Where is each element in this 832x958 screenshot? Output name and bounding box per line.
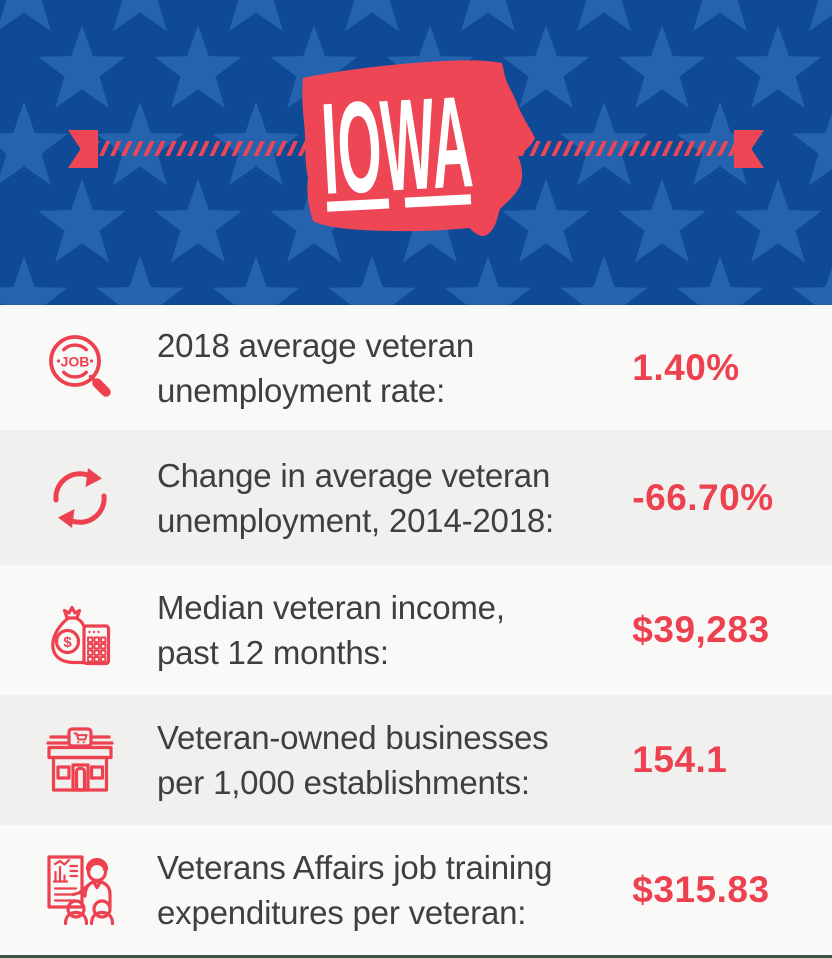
- job-training-icon: [42, 852, 118, 928]
- stats-list: JOB 2018 average veteran unemployment ra…: [0, 305, 832, 955]
- stat-row-median-income: $ Median veteran income, past 12 months:: [0, 565, 832, 695]
- job-search-icon: JOB: [42, 330, 118, 406]
- stat-label-line2: expenditures per veteran:: [157, 894, 527, 931]
- stat-row-unemployment-change: Change in average veteran unemployment, …: [0, 430, 832, 565]
- stat-row-job-training: Veterans Affairs job training expenditur…: [0, 825, 832, 955]
- storefront-icon: [42, 722, 118, 798]
- footer-strip: [0, 955, 832, 958]
- stat-label-line1: Median veteran income,: [157, 589, 505, 626]
- stat-value: $39,283: [632, 609, 770, 650]
- stat-label: Veteran-owned businesses per 1,000 estab…: [157, 715, 618, 805]
- state-name-underline-left: [326, 198, 390, 212]
- stat-row-businesses: Veteran-owned businesses per 1,000 estab…: [0, 695, 832, 825]
- iowa-state-shape-icon: IOWA: [302, 60, 535, 236]
- stat-label: Median veteran income, past 12 months:: [157, 585, 618, 675]
- stat-label-line2: unemployment, 2014-2018:: [157, 501, 554, 539]
- stat-label-line1: Veterans Affairs job training: [157, 849, 553, 886]
- stat-label-line2: unemployment rate:: [157, 371, 446, 409]
- coin-dollar-text: $: [63, 634, 72, 651]
- stat-label-line1: 2018 average veteran: [157, 326, 475, 364]
- state-name-underline-right: [404, 194, 472, 208]
- header-banner: IOWA: [0, 0, 832, 305]
- stat-value: 154.1: [632, 739, 728, 780]
- sync-arrows-icon: [42, 460, 118, 536]
- stat-value: -66.70%: [632, 476, 774, 518]
- stat-label-line1: Change in average veteran: [157, 456, 551, 494]
- stat-label: Veterans Affairs job training expenditur…: [157, 845, 618, 935]
- stat-label-line2: past 12 months:: [157, 634, 389, 671]
- stat-value: $315.83: [632, 869, 770, 910]
- stat-label-line2: per 1,000 establishments:: [157, 764, 530, 801]
- money-bag-calculator-icon: $: [42, 592, 118, 668]
- stat-label: Change in average veteran unemployment, …: [157, 453, 618, 543]
- stat-row-unemployment-rate: JOB 2018 average veteran unemployment ra…: [0, 305, 832, 430]
- stat-value: 1.40%: [632, 346, 740, 388]
- stat-label-line1: Veteran-owned businesses: [157, 719, 549, 756]
- job-search-icon-text: JOB: [61, 353, 90, 369]
- stat-label: 2018 average veteran unemployment rate:: [157, 323, 618, 413]
